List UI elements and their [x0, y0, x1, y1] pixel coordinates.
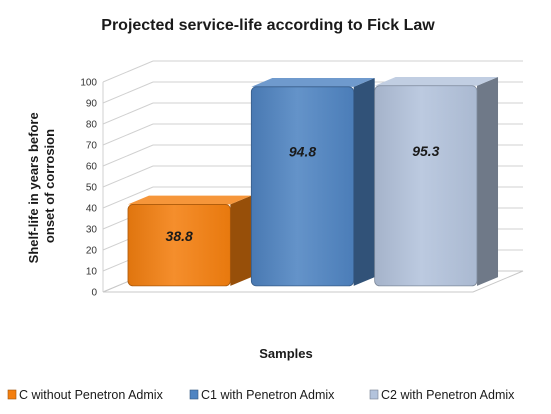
chart-title: Projected service-life according to Fick…: [101, 17, 435, 34]
y-tick-label: 80: [86, 120, 98, 131]
legend-swatch: [369, 389, 379, 400]
chart-labels: Projected service-life according to Fick…: [26, 17, 435, 361]
legend-item: C1 with Penetron Admix: [189, 388, 335, 402]
y-tick-label: 20: [86, 246, 98, 257]
gridline: [102, 60, 523, 83]
data-label: 95.3: [412, 143, 439, 159]
x-axis-title: Samples: [259, 346, 312, 361]
legend-label: C without Penetron Admix: [19, 388, 164, 402]
bar-top: [374, 76, 499, 86]
y-tick-label: 40: [86, 204, 98, 215]
y-tick-label: 60: [86, 162, 98, 173]
y-tick-label: 50: [86, 183, 98, 194]
y-tick-label: 100: [80, 78, 97, 89]
y-tick-label: 70: [86, 141, 98, 152]
bar: [127, 195, 252, 287]
bar-top: [251, 78, 375, 87]
legend-label: C2 with Penetron Admix: [381, 388, 515, 402]
data-label: 38.8: [166, 228, 193, 244]
legend-swatch: [189, 389, 199, 400]
legend-label: C1 with Penetron Admix: [201, 388, 335, 402]
y-tick-label: 30: [86, 225, 98, 236]
chart-bars: 38.8 94.8 95.3: [127, 76, 499, 287]
y-axis-title-line-1: Shelf-life in years before: [26, 112, 41, 263]
bar-front: [374, 85, 478, 287]
legend-swatch: [7, 389, 17, 400]
legend-item: C without Penetron Admix: [7, 388, 164, 402]
bar-side: [477, 76, 499, 286]
legend-item: C2 with Penetron Admix: [369, 388, 515, 402]
bar-side: [353, 78, 375, 286]
y-tick-label: 10: [86, 267, 98, 278]
y-axis-title-line-2: onset of corrosion: [42, 129, 57, 243]
y-axis-title: Shelf-life in years before onset of corr…: [26, 109, 57, 264]
bar-top: [127, 195, 252, 205]
bar-front: [127, 204, 231, 287]
bar-side: [230, 195, 252, 286]
chart-legend: C without Penetron Admix C1 with Penetron…: [7, 388, 515, 402]
bar: [374, 76, 499, 287]
bar: [250, 78, 375, 287]
y-tick-label: 90: [86, 99, 98, 110]
y-axis-ticks: 0 10 20 30 40 50 60 70 80 90 100: [80, 78, 97, 299]
data-label: 94.8: [289, 144, 316, 160]
bar-front: [250, 86, 355, 287]
y-tick-label: 0: [91, 288, 97, 299]
